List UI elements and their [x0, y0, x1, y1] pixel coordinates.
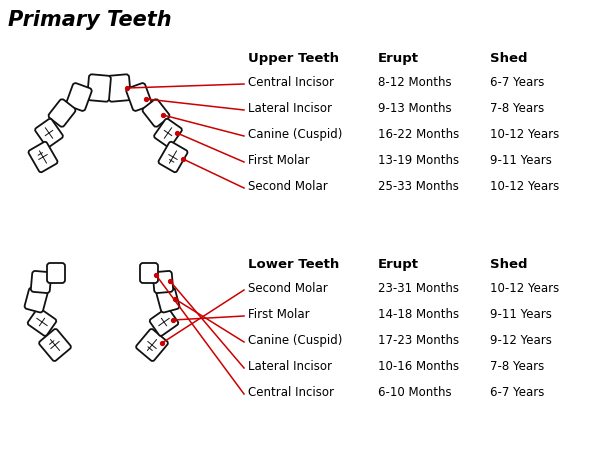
- Text: 13-19 Months: 13-19 Months: [378, 154, 459, 167]
- Text: 6-10 Months: 6-10 Months: [378, 386, 452, 399]
- Text: Central Incisor: Central Incisor: [248, 386, 334, 399]
- Text: Lower Teeth: Lower Teeth: [248, 258, 339, 271]
- Text: 9-11 Years: 9-11 Years: [490, 308, 552, 321]
- FancyBboxPatch shape: [25, 288, 47, 313]
- Text: Shed: Shed: [490, 52, 527, 65]
- Text: 16-22 Months: 16-22 Months: [378, 128, 460, 141]
- FancyBboxPatch shape: [49, 99, 76, 127]
- Text: 10-12 Years: 10-12 Years: [490, 128, 559, 141]
- FancyBboxPatch shape: [107, 74, 131, 102]
- FancyBboxPatch shape: [136, 329, 168, 361]
- Text: Second Molar: Second Molar: [248, 180, 328, 193]
- FancyBboxPatch shape: [126, 83, 152, 111]
- Text: Canine (Cuspid): Canine (Cuspid): [248, 334, 342, 347]
- Text: 9-13 Months: 9-13 Months: [378, 102, 452, 115]
- Text: First Molar: First Molar: [248, 308, 310, 321]
- Text: Lateral Incisor: Lateral Incisor: [248, 102, 332, 115]
- Text: Upper Teeth: Upper Teeth: [248, 52, 339, 65]
- FancyBboxPatch shape: [150, 308, 178, 336]
- Text: 7-8 Years: 7-8 Years: [490, 360, 545, 373]
- Text: Primary Teeth: Primary Teeth: [8, 10, 172, 30]
- Text: 10-16 Months: 10-16 Months: [378, 360, 459, 373]
- FancyBboxPatch shape: [28, 308, 56, 336]
- Text: 14-18 Months: 14-18 Months: [378, 308, 459, 321]
- Text: 17-23 Months: 17-23 Months: [378, 334, 459, 347]
- Text: First Molar: First Molar: [248, 154, 310, 167]
- FancyBboxPatch shape: [140, 263, 158, 283]
- FancyBboxPatch shape: [39, 329, 71, 361]
- Text: 9-11 Years: 9-11 Years: [490, 154, 552, 167]
- Text: 8-12 Months: 8-12 Months: [378, 76, 452, 89]
- Text: Shed: Shed: [490, 258, 527, 271]
- FancyBboxPatch shape: [142, 99, 169, 127]
- FancyBboxPatch shape: [67, 83, 92, 111]
- Text: 10-12 Years: 10-12 Years: [490, 180, 559, 193]
- Text: 10-12 Years: 10-12 Years: [490, 282, 559, 295]
- Text: Second Molar: Second Molar: [248, 282, 328, 295]
- FancyBboxPatch shape: [87, 74, 111, 102]
- Text: Canine (Cuspid): Canine (Cuspid): [248, 128, 342, 141]
- Text: Erupt: Erupt: [378, 52, 419, 65]
- FancyBboxPatch shape: [28, 142, 57, 172]
- Text: Erupt: Erupt: [378, 258, 419, 271]
- Text: Lateral Incisor: Lateral Incisor: [248, 360, 332, 373]
- Text: 6-7 Years: 6-7 Years: [490, 386, 545, 399]
- FancyBboxPatch shape: [35, 119, 63, 147]
- Text: 6-7 Years: 6-7 Years: [490, 76, 545, 89]
- FancyBboxPatch shape: [47, 263, 65, 283]
- Text: 7-8 Years: 7-8 Years: [490, 102, 545, 115]
- Text: 9-12 Years: 9-12 Years: [490, 334, 552, 347]
- FancyBboxPatch shape: [156, 288, 179, 313]
- Text: Central Incisor: Central Incisor: [248, 76, 334, 89]
- FancyBboxPatch shape: [154, 119, 182, 147]
- Text: 23-31 Months: 23-31 Months: [378, 282, 459, 295]
- Text: 25-33 Months: 25-33 Months: [378, 180, 459, 193]
- FancyBboxPatch shape: [31, 271, 51, 293]
- FancyBboxPatch shape: [153, 271, 173, 293]
- FancyBboxPatch shape: [158, 142, 187, 172]
